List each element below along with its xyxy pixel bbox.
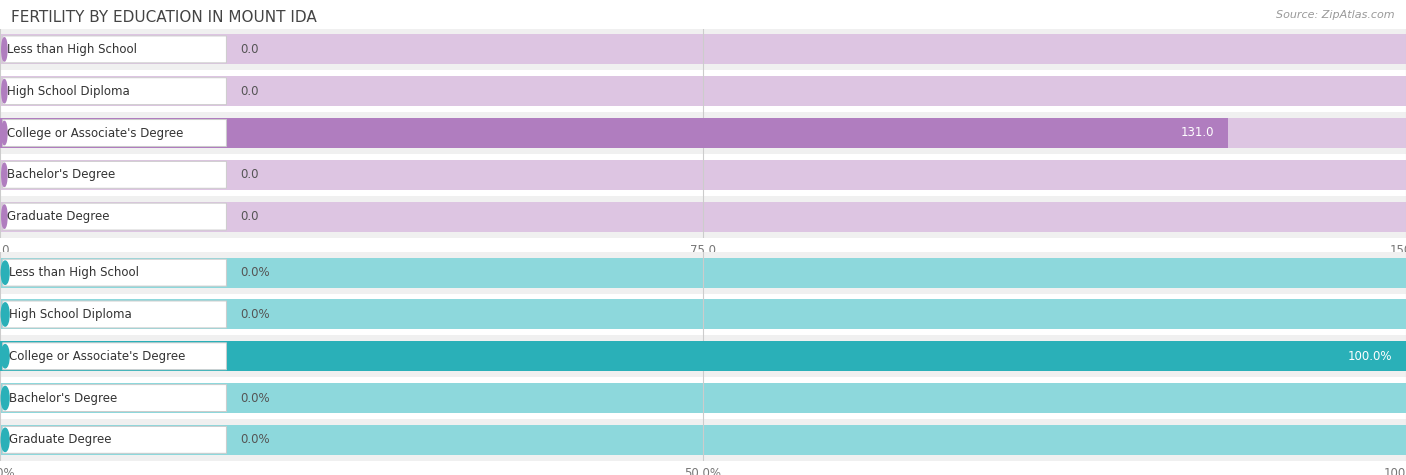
Bar [0, 335, 1406, 377]
FancyBboxPatch shape [3, 427, 226, 453]
Text: 0.0%: 0.0% [240, 391, 270, 405]
Text: High School Diploma: High School Diploma [8, 308, 131, 321]
Bar [0, 294, 1406, 335]
Bar [0, 419, 1406, 461]
Bar [0, 341, 1406, 371]
Circle shape [1, 386, 8, 410]
Text: Bachelor's Degree: Bachelor's Degree [8, 391, 117, 405]
Text: Source: ZipAtlas.com: Source: ZipAtlas.com [1277, 10, 1395, 19]
Text: Graduate Degree: Graduate Degree [8, 433, 111, 446]
Text: Bachelor's Degree: Bachelor's Degree [7, 168, 115, 181]
Text: 0.0: 0.0 [240, 85, 259, 98]
Text: 0.0%: 0.0% [240, 308, 270, 321]
Circle shape [1, 38, 7, 61]
Text: 0.0: 0.0 [240, 43, 259, 56]
Circle shape [1, 344, 8, 368]
Bar [0, 70, 1406, 112]
Bar [0, 118, 1406, 148]
Text: 0.0%: 0.0% [240, 266, 270, 279]
Bar [0, 160, 1406, 190]
Text: 0.0%: 0.0% [240, 433, 270, 446]
Text: High School Diploma: High School Diploma [7, 85, 129, 98]
FancyBboxPatch shape [3, 301, 226, 328]
Bar [0, 112, 1406, 154]
Circle shape [1, 428, 8, 452]
Text: Graduate Degree: Graduate Degree [7, 210, 110, 223]
FancyBboxPatch shape [3, 343, 226, 370]
FancyBboxPatch shape [3, 203, 226, 230]
Text: FERTILITY BY EDUCATION IN MOUNT IDA: FERTILITY BY EDUCATION IN MOUNT IDA [11, 10, 316, 25]
Text: College or Associate's Degree: College or Associate's Degree [8, 350, 186, 363]
Text: 0.0: 0.0 [240, 210, 259, 223]
Text: College or Associate's Degree: College or Associate's Degree [7, 126, 183, 140]
Bar [0, 201, 1406, 232]
Circle shape [1, 261, 8, 285]
FancyBboxPatch shape [3, 36, 226, 63]
Bar [0, 257, 1406, 288]
Text: 131.0: 131.0 [1181, 126, 1213, 140]
FancyBboxPatch shape [3, 162, 226, 188]
FancyBboxPatch shape [3, 120, 226, 146]
Bar [0, 341, 1406, 371]
Bar [0, 76, 1406, 106]
Bar [0, 377, 1406, 419]
FancyBboxPatch shape [3, 385, 226, 411]
Circle shape [1, 303, 8, 326]
Text: Less than High School: Less than High School [8, 266, 139, 279]
FancyBboxPatch shape [3, 78, 226, 104]
Circle shape [1, 79, 7, 103]
Bar [0, 118, 1227, 148]
Bar [0, 34, 1406, 65]
Bar [0, 196, 1406, 238]
Bar [0, 299, 1406, 330]
Bar [0, 383, 1406, 413]
Bar [0, 252, 1406, 294]
Text: Less than High School: Less than High School [7, 43, 136, 56]
Text: 0.0: 0.0 [240, 168, 259, 181]
FancyBboxPatch shape [3, 259, 226, 286]
Bar [0, 425, 1406, 455]
Circle shape [1, 163, 7, 187]
Circle shape [1, 121, 7, 145]
Text: 100.0%: 100.0% [1347, 350, 1392, 363]
Bar [0, 28, 1406, 70]
Bar [0, 154, 1406, 196]
Circle shape [1, 205, 7, 228]
